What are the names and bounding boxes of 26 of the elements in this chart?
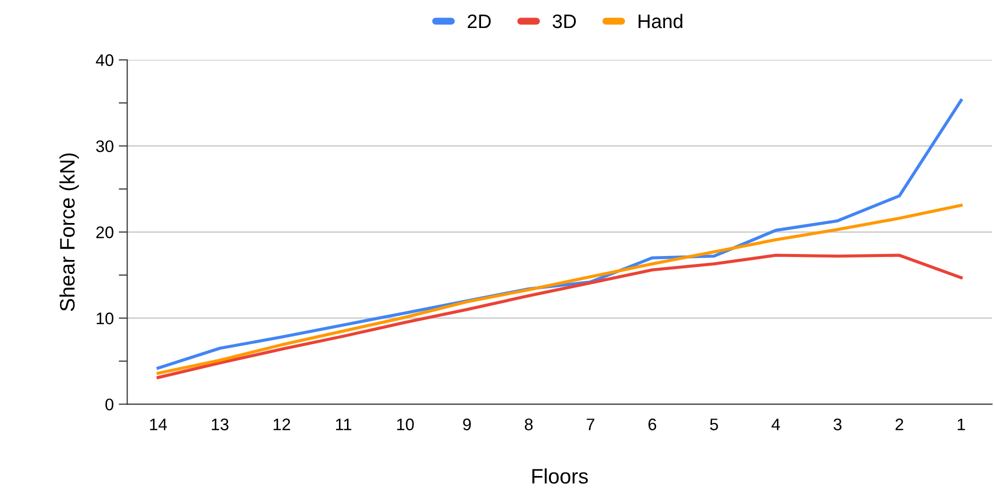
x-tick-label: 3 [834, 418, 842, 430]
x-tick-label: 8 [524, 418, 533, 430]
x-tick-label: 1 [958, 418, 965, 430]
x-tick-label: 4 [772, 418, 780, 430]
y-tick-label: 0 [105, 398, 114, 410]
legend-label: 2D [468, 14, 491, 28]
x-tick-label: 5 [710, 418, 718, 430]
y-tick-label: 40 [96, 54, 114, 66]
x-tick-label: 9 [463, 418, 471, 430]
x-axis-title: Floors [532, 468, 588, 484]
line-series [156, 254, 963, 380]
y-tick-label: 30 [96, 140, 114, 152]
x-tick-label: 7 [586, 418, 594, 430]
x-tick-label: 14 [150, 418, 167, 430]
y-axis-title: Shear Force (kN) [59, 153, 79, 311]
x-tick-label: 12 [274, 418, 290, 430]
x-tick-label: 2 [896, 418, 904, 430]
y-tick-label: 20 [96, 226, 114, 238]
y-tick-label: 10 [96, 312, 114, 324]
legend-label: Hand [638, 14, 682, 28]
x-tick-label: 6 [648, 418, 656, 430]
legend-label: 3D [552, 14, 576, 28]
x-tick-label: 10 [397, 418, 414, 430]
line-series [156, 204, 963, 375]
x-tick-label: 13 [212, 418, 228, 430]
x-tick-label: 11 [336, 418, 352, 430]
